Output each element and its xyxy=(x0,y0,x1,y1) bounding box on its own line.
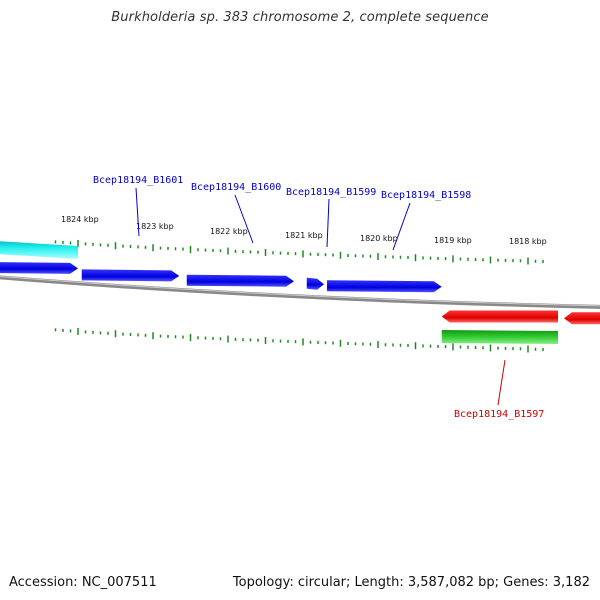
map-title: Burkholderia sp. 383 chromosome 2, compl… xyxy=(111,10,489,25)
leader-line-b1599 xyxy=(326,198,330,248)
gene-label-b1601[interactable]: Bcep18194_B1601 xyxy=(93,175,183,186)
genome-backbone-highlight xyxy=(0,275,600,307)
forward-gene-arrow xyxy=(0,262,78,274)
feature-track xyxy=(0,241,558,344)
reverse-gene-arrow xyxy=(564,312,600,325)
scale-label-1823: 1823 kbp xyxy=(136,222,174,231)
gene-label-b1600[interactable]: Bcep18194_B1600 xyxy=(191,182,281,193)
scale-label-1822: 1822 kbp xyxy=(210,227,248,236)
genome-backbone xyxy=(0,275,600,309)
gene-track xyxy=(0,262,600,325)
gene-label-leaders xyxy=(135,187,506,406)
accession-text: Accession: NC_007511 xyxy=(9,575,157,590)
cyan-feature xyxy=(0,241,78,259)
scale-ticks xyxy=(54,239,544,353)
forward-gene-arrow xyxy=(327,280,442,293)
reverse-gene-arrow xyxy=(441,310,558,323)
leader-line-b1600 xyxy=(234,194,254,244)
scale-label-1821: 1821 kbp xyxy=(285,231,323,240)
leader-line-b1601 xyxy=(135,187,140,237)
topology-text: Topology: circular; Length: 3,587,082 bp… xyxy=(232,575,590,590)
green-feature xyxy=(441,330,558,344)
forward-gene-arrow xyxy=(81,269,180,282)
leader-line-b1598 xyxy=(392,202,411,251)
gene-label-b1598[interactable]: Bcep18194_B1598 xyxy=(381,190,471,201)
leader-line-b1597 xyxy=(497,359,506,406)
gene-label-b1599[interactable]: Bcep18194_B1599 xyxy=(286,187,376,198)
forward-gene-arrow xyxy=(306,277,324,290)
gene-label-b1597[interactable]: Bcep18194_B1597 xyxy=(454,409,544,420)
scale-label-1818: 1818 kbp xyxy=(509,237,547,246)
gene-labels: Bcep18194_B1601 Bcep18194_B1600 Bcep1819… xyxy=(93,175,544,420)
scale-labels: 1824 kbp 1823 kbp 1822 kbp 1821 kbp 1820… xyxy=(61,215,547,246)
scale-label-1820: 1820 kbp xyxy=(360,234,398,243)
scale-label-1824: 1824 kbp xyxy=(61,215,99,224)
scale-label-1819: 1819 kbp xyxy=(434,236,472,245)
forward-gene-arrow xyxy=(186,274,294,287)
